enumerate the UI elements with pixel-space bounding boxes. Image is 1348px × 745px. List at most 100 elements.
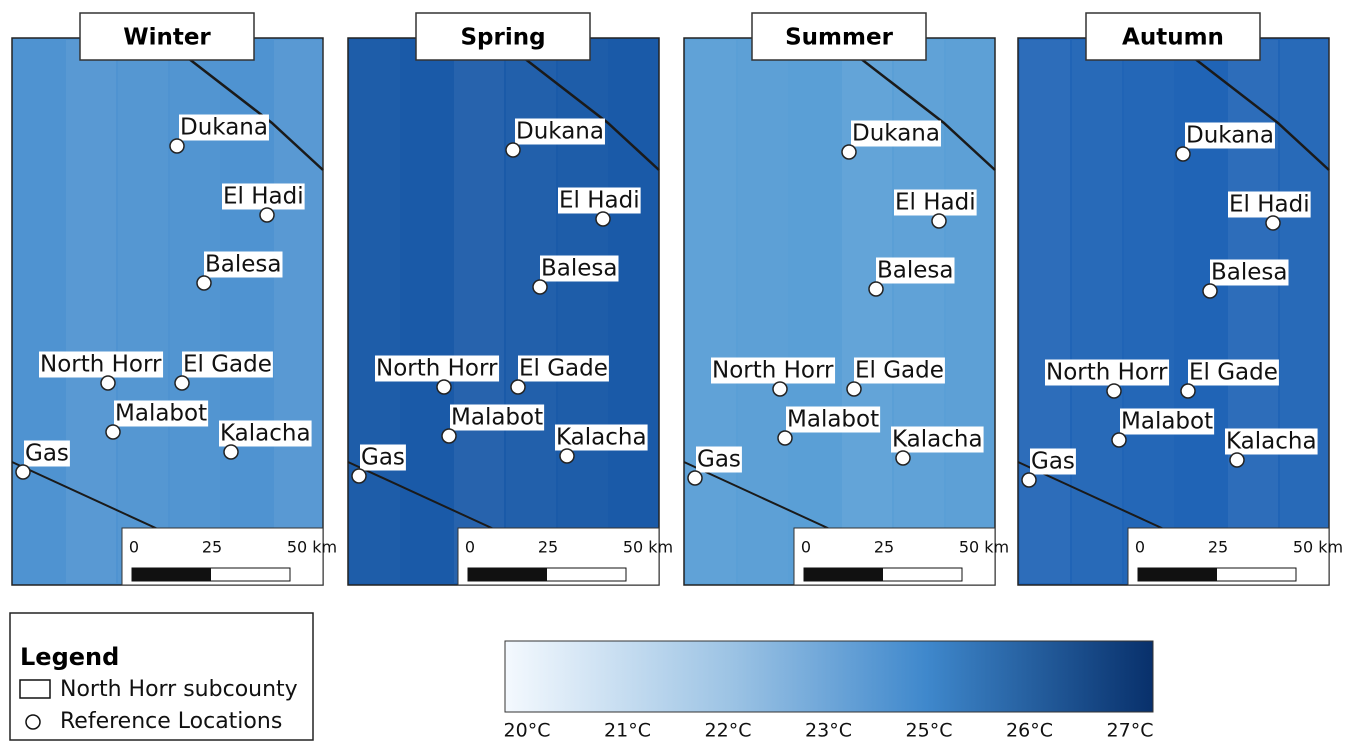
raster-cell: [1124, 40, 1174, 583]
label-background: [1120, 408, 1215, 435]
location-label: Kalacha: [556, 425, 647, 451]
raster-cell: [738, 40, 788, 583]
location-point: [595, 211, 611, 227]
panel-title: Winter: [123, 25, 211, 51]
label-background: [876, 257, 955, 284]
location-point: [868, 281, 884, 297]
location-point: [931, 213, 947, 229]
location-label: Dukana: [180, 115, 268, 141]
colorbar-label: 23°C: [805, 720, 852, 742]
location-label: El Gade: [183, 352, 272, 378]
scale-label: 50 km: [959, 538, 1009, 557]
location-label: Malabot: [1121, 409, 1213, 435]
label-background: [39, 351, 164, 378]
scale-bar-fill: [132, 568, 211, 581]
label-background: [450, 404, 545, 431]
label-background: [24, 440, 70, 467]
label-background: [518, 355, 609, 382]
colorbar: [504, 640, 1154, 713]
location-point: [100, 375, 116, 391]
panel-map: [11, 37, 324, 586]
label-background: [1228, 191, 1311, 218]
label-background: [114, 400, 209, 427]
label-background: [360, 444, 406, 471]
panel-title: Summer: [785, 25, 893, 51]
raster-cell: [1020, 40, 1070, 583]
location-point: [559, 448, 575, 464]
location-label: El Hadi: [895, 190, 976, 216]
location-point: [772, 381, 788, 397]
label-background: [179, 114, 269, 141]
scale-label: 50 km: [287, 538, 337, 557]
panel-title: Autumn: [1122, 25, 1224, 51]
raster-cell: [686, 40, 736, 583]
scale-label: 0: [129, 538, 139, 557]
scale-label: 25: [202, 538, 222, 557]
location-point: [223, 444, 239, 460]
label-background: [555, 424, 648, 451]
scale-label: 25: [538, 538, 558, 557]
label-background: [219, 420, 312, 447]
location-label: North Horr: [1046, 360, 1168, 386]
legend-icon-area: [19, 679, 51, 699]
location-label: North Horr: [712, 358, 834, 384]
raster-cell: [1228, 40, 1278, 583]
location-label: El Hadi: [559, 188, 640, 214]
location-point: [441, 428, 457, 444]
label-background: [222, 183, 305, 210]
label-background: [540, 255, 619, 282]
raster-cell: [274, 40, 324, 583]
colorbar-label: 20°C: [504, 720, 551, 742]
location-point: [895, 450, 911, 466]
location-label: Kalacha: [892, 427, 983, 453]
raster-cell: [66, 40, 116, 583]
label-background: [1188, 359, 1279, 386]
label-background: [1185, 122, 1275, 149]
scale-bar-fill: [804, 568, 883, 581]
label-background: [182, 351, 273, 378]
location-point: [687, 470, 703, 486]
map-panel: Dukana El Hadi Balesa North Horr El Gade Mala…: [1017, 12, 1343, 586]
raster-cell: [118, 40, 168, 583]
legend-box: [9, 612, 314, 741]
colorbar-label: 22°C: [705, 720, 752, 742]
location-point: [1021, 472, 1037, 488]
label-background: [204, 251, 283, 278]
location-label: Kalacha: [220, 421, 311, 447]
location-point: [1180, 383, 1196, 399]
location-point: [777, 430, 793, 446]
location-label: Balesa: [541, 256, 618, 282]
scale-label: 0: [801, 538, 811, 557]
raster-cell: [454, 40, 504, 583]
legend: Legend North Horr subcounty Reference Lo…: [9, 612, 314, 741]
title-box: [415, 12, 591, 61]
panel-map: [1017, 37, 1330, 586]
raster-cell: [1280, 40, 1330, 583]
location-point: [846, 381, 862, 397]
scale-bar-fill: [1138, 568, 1217, 581]
label-background: [1045, 359, 1170, 386]
location-label: North Horr: [40, 352, 162, 378]
colorbar-label: 27°C: [1107, 720, 1154, 742]
location-label: Malabot: [787, 407, 879, 433]
location-point: [169, 138, 185, 154]
location-label: Malabot: [451, 405, 543, 431]
label-background: [891, 426, 984, 453]
boundary-line: [833, 37, 996, 171]
label-background: [894, 189, 977, 216]
location-point: [1229, 452, 1245, 468]
location-point: [174, 375, 190, 391]
label-background: [1030, 448, 1076, 475]
location-label: Malabot: [115, 401, 207, 427]
legend-title: Legend: [20, 643, 119, 671]
scale-label: 25: [1208, 538, 1228, 557]
raster-cell: [946, 40, 996, 583]
legend-item: Reference Locations: [60, 709, 282, 734]
boundary-line: [347, 461, 497, 531]
scale-label: 0: [465, 538, 475, 557]
scale-label: 0: [1135, 538, 1145, 557]
location-point: [436, 379, 452, 395]
location-label: El Hadi: [223, 184, 304, 210]
title-box: [79, 12, 255, 61]
legend-item: North Horr subcounty: [60, 677, 298, 702]
